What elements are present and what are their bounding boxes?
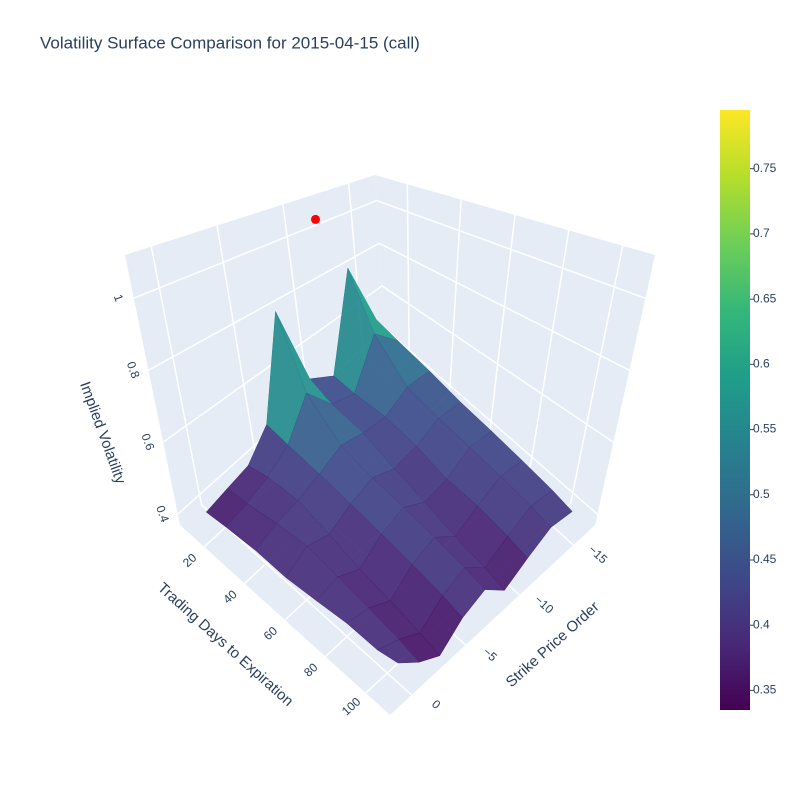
colorbar-tick-label: 0.6 [753, 357, 770, 371]
y-axis-title: Strike Price Order [503, 598, 603, 690]
grid-line [133, 199, 377, 299]
y-tick-label: −5 [480, 645, 500, 665]
colorbar-tick-label: 0.5 [753, 487, 770, 501]
y-tick-label: −10 [532, 592, 557, 616]
pane [125, 175, 385, 525]
colorbar-tick-label: 0.35 [753, 683, 777, 697]
surface-patch [376, 639, 420, 664]
grid-line [448, 199, 462, 394]
grid-line [381, 285, 614, 443]
grid-line [529, 230, 570, 467]
colorbar-tick-label: 0.65 [753, 291, 777, 305]
z-tick-label: 0.6 [138, 432, 157, 453]
colorbar-scale [720, 110, 750, 710]
grid-line [150, 246, 203, 506]
colorbar-tick-label: 0.45 [753, 552, 777, 566]
colorbar-tick-label: 0.55 [753, 422, 777, 436]
colorbar-tick-label: 0.75 [753, 161, 777, 175]
grid-line [376, 199, 646, 299]
colorbar: 0.35 0.4 0.45 0.5 0.55 0.6 0.65 0.7 0.75 [720, 110, 777, 710]
grid-line [378, 242, 630, 371]
grid-line [201, 504, 413, 696]
grid-line [406, 184, 410, 357]
z-axis-title: Implied Volatility [76, 379, 129, 486]
z-tick-label: 0.4 [153, 504, 172, 525]
colorbar-tick-label: 0.7 [753, 226, 770, 240]
grid-line [489, 214, 516, 431]
grid-line [148, 242, 380, 371]
grid-line [384, 328, 598, 515]
grid-line [216, 225, 257, 456]
marker-point [310, 214, 320, 224]
x-tick-label: 100 [339, 694, 363, 718]
x-tick-label: 60 [261, 624, 281, 644]
pane [375, 175, 655, 525]
chart-title: Volatility Surface Comparison for 2015-0… [40, 33, 420, 52]
x-tick-label: 20 [180, 550, 200, 570]
y-tick-label: −15 [586, 542, 611, 566]
y-tick-label: 0 [429, 697, 444, 712]
z-tick-label: 0.8 [124, 360, 143, 381]
x-tick-label: 40 [220, 587, 240, 607]
grid-line [570, 245, 624, 504]
scene: 20 40 60 80 100 0 −5 −10 −15 0.4 0.6 0.8 1 [111, 175, 655, 718]
z-tick-label: 1 [111, 292, 127, 303]
colorbar-tick-label: 0.4 [753, 617, 770, 631]
x-tick-label: 80 [301, 660, 321, 680]
